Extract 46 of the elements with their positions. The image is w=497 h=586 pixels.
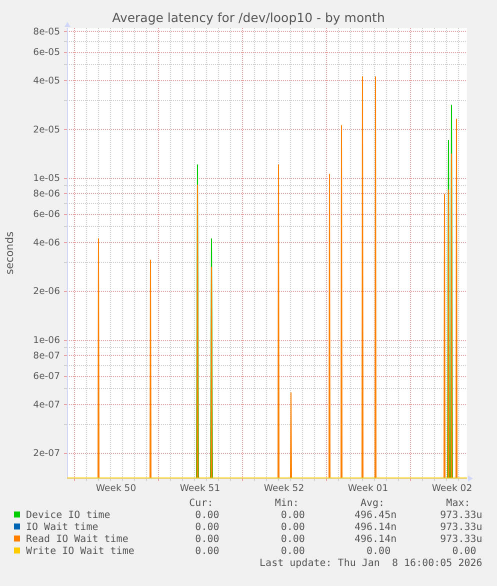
y-tick-label: 2e-05 [33,124,60,136]
y-tick-label: 1e-06 [33,334,60,346]
text: 0.00 [280,534,305,545]
y-tick-label: 4e-07 [33,399,60,410]
text: 0.00 [195,546,220,557]
legend-label: Device IO time [26,510,110,521]
text: 496.14n [354,534,397,545]
text: Avg: [360,498,385,509]
y-tick-label: 2e-06 [33,286,60,298]
text: 496.14n [354,522,397,533]
text: 0.00 [452,546,476,557]
text: 973.33u [440,534,482,545]
text: 973.33u [440,510,482,521]
text: 0.00 [366,546,391,557]
x-tick-label: Week 50 [96,483,136,494]
x-tick-label: Week 52 [264,483,304,494]
text: 0.00 [195,510,220,521]
y-tick-label: 6e-05 [33,46,60,58]
y-tick-label: 4e-06 [33,237,60,248]
y-tick-label: 4e-05 [33,75,60,86]
legend-label: Write IO Wait time [26,546,134,557]
text: Max: [446,498,470,509]
y-tick-label: 8e-07 [33,350,60,362]
text: Last update: Thu Jan 8 16:00:05 2026 [260,558,482,569]
y-tick-label: 1e-05 [33,173,60,184]
x-tick-label: Week 02 [432,483,472,494]
legend-label: IO Wait time [26,522,98,533]
text: 0.00 [195,522,220,533]
chart-title: Average latency for /dev/loop10 - by month [112,10,385,25]
x-tick-label: Week 01 [348,483,388,494]
y-tick-label: 8e-06 [33,188,60,200]
text: 496.45n [354,510,397,521]
y-tick-label: 8e-05 [33,26,60,38]
legend-label: Read IO Wait time [26,534,128,545]
text: 0.00 [280,546,305,557]
text: Cur: [189,498,214,509]
y-tick-label: 2e-07 [33,448,60,460]
text: Min: [274,498,299,509]
y-tick-label: 6e-06 [33,208,60,220]
y-axis-title: seconds [4,232,16,274]
text: 0.00 [195,534,220,545]
text: 973.33u [440,522,482,533]
text: 0.00 [280,510,305,521]
y-tick-label: 6e-07 [33,370,60,382]
text: 0.00 [280,522,305,533]
x-tick-label: Week 51 [180,483,220,494]
